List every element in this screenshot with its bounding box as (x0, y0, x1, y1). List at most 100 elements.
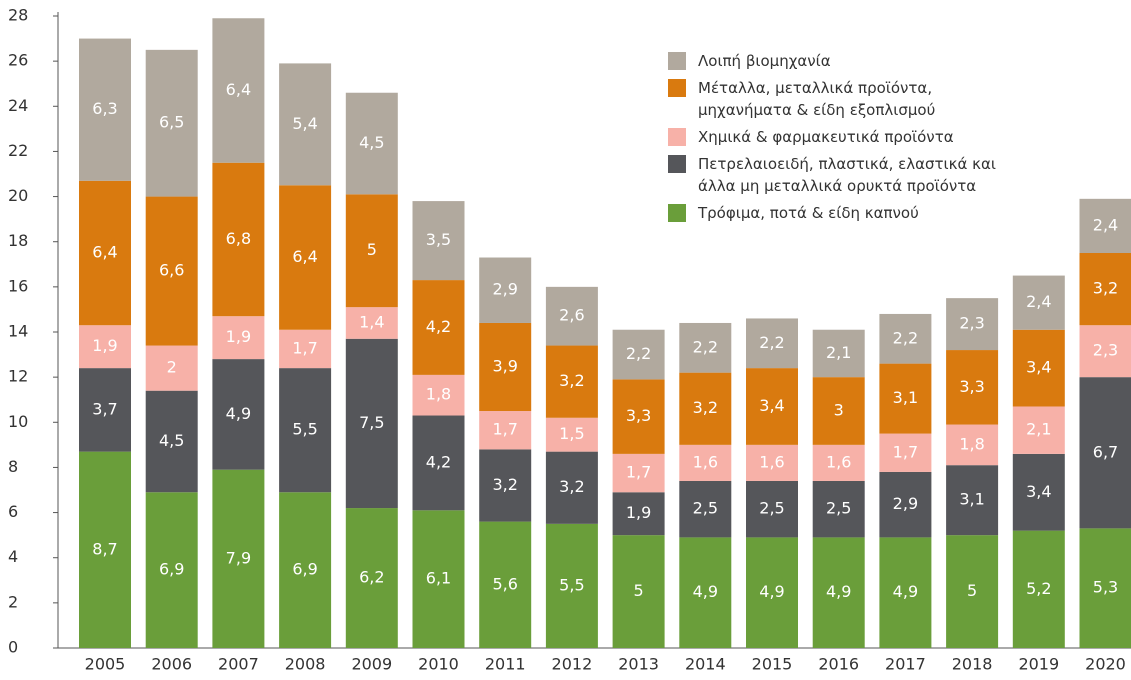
legend-label: Τρόφιμα, ποτά & είδη καπνού (698, 204, 919, 222)
bar-segment (545, 345, 598, 418)
value-label: 3,2 (693, 398, 718, 417)
bar-segment (412, 201, 465, 281)
bar-segment (612, 535, 665, 648)
value-label: 2,6 (559, 306, 584, 325)
bar-segment (412, 510, 465, 648)
y-tick-label: 6 (8, 502, 18, 521)
value-label: 2,9 (893, 494, 918, 513)
value-label: 7,5 (359, 413, 384, 432)
bar-segment (345, 194, 398, 308)
value-label: 2,3 (1093, 341, 1118, 360)
value-label: 3,3 (626, 406, 651, 425)
bar-segment (1079, 198, 1131, 253)
value-label: 1,6 (826, 452, 851, 471)
bar-segment (412, 280, 465, 375)
legend-label: Πετρελαιοειδή, πλαστικά, ελαστικά και άλ… (698, 155, 996, 195)
value-label: 7,9 (226, 548, 251, 567)
value-label: 6,9 (292, 560, 317, 579)
value-label: 5,3 (1093, 578, 1118, 597)
legend: Λοιπή βιομηχανία Μέταλλα, μεταλλικά προϊό… (668, 50, 996, 229)
bar-segment (479, 257, 532, 323)
value-label: 6,9 (159, 560, 184, 579)
y-tick-label: 4 (8, 547, 18, 566)
value-label: 4,5 (159, 431, 184, 450)
value-label: 1,7 (492, 420, 517, 439)
bar-segment (79, 38, 131, 181)
value-label: 6,3 (92, 99, 117, 118)
value-label: 4,2 (426, 317, 451, 336)
value-label: 5 (967, 581, 977, 600)
bar-segment (946, 424, 999, 466)
x-tick-label: 2019 (1018, 655, 1059, 674)
value-label: 1,4 (359, 312, 384, 331)
x-tick-label: 2013 (618, 655, 659, 674)
bar-segment (812, 444, 865, 481)
bar-segment (1079, 325, 1131, 378)
bar-segment (145, 49, 198, 197)
value-label: 1,7 (626, 463, 651, 482)
bar-segment (746, 537, 798, 648)
bar-segment (145, 390, 198, 493)
value-label: 6,4 (226, 80, 251, 99)
bar-segment (212, 359, 265, 470)
x-tick-label: 2006 (151, 655, 192, 674)
value-label: 6,4 (92, 243, 117, 262)
bar-segment (79, 325, 131, 369)
legend-swatch (668, 79, 686, 97)
value-label: 5,4 (292, 114, 317, 133)
value-label: 3,9 (492, 356, 517, 375)
legend-label: Χημικά & φαρμακευτικά προϊόντα (698, 128, 954, 146)
bar-segment (612, 379, 665, 454)
value-label: 4,2 (426, 452, 451, 471)
bar-segment (412, 374, 465, 416)
value-label: 2,5 (693, 499, 718, 518)
bar-segment (545, 451, 598, 524)
bar-segment (612, 492, 665, 536)
bar-segment (279, 63, 332, 186)
bar-segment (545, 523, 598, 648)
value-label: 4,9 (759, 582, 784, 601)
value-label: 4,9 (893, 582, 918, 601)
value-label: 1,9 (226, 327, 251, 346)
value-label: 1,9 (626, 503, 651, 522)
bar-segment (479, 521, 532, 648)
x-tick-label: 2012 (552, 655, 593, 674)
y-tick-label: 8 (8, 457, 18, 476)
bar-segment (345, 338, 398, 509)
value-label: 4,9 (693, 582, 718, 601)
bar-segment (279, 492, 332, 648)
bar-segment (746, 318, 798, 369)
bar-segment (345, 92, 398, 195)
y-tick-label: 24 (8, 96, 28, 115)
bar-segment (1012, 453, 1065, 531)
value-label: 3,2 (1093, 279, 1118, 298)
bar-segment (1012, 406, 1065, 454)
value-label: 5,5 (292, 420, 317, 439)
bar-segment (1012, 329, 1065, 407)
legend-item: Χημικά & φαρμακευτικά προϊόντα (668, 126, 996, 148)
bar-segment (212, 469, 265, 648)
legend-swatch (668, 204, 686, 222)
value-label: 2,3 (959, 314, 984, 333)
bar-segment (412, 415, 465, 511)
y-tick-label: 26 (8, 51, 28, 70)
y-tick-label: 20 (8, 186, 28, 205)
value-label: 2,1 (1026, 420, 1051, 439)
bar-segment (479, 322, 532, 411)
value-label: 2 (167, 358, 177, 377)
value-label: 6,7 (1093, 442, 1118, 461)
value-label: 3,7 (92, 399, 117, 418)
bar-segment (879, 313, 932, 364)
bar-segment (79, 368, 131, 452)
value-label: 3,4 (1026, 482, 1051, 501)
bar-segment (79, 451, 131, 648)
x-tick-label: 2008 (285, 655, 326, 674)
bar-segment (679, 444, 732, 481)
x-tick-label: 2007 (218, 655, 259, 674)
bar-segment (812, 377, 865, 445)
x-tick-label: 2014 (685, 655, 726, 674)
value-label: 1,8 (959, 434, 984, 453)
value-label: 3,2 (559, 477, 584, 496)
bar-segment (212, 18, 265, 163)
x-tick-label: 2016 (818, 655, 859, 674)
